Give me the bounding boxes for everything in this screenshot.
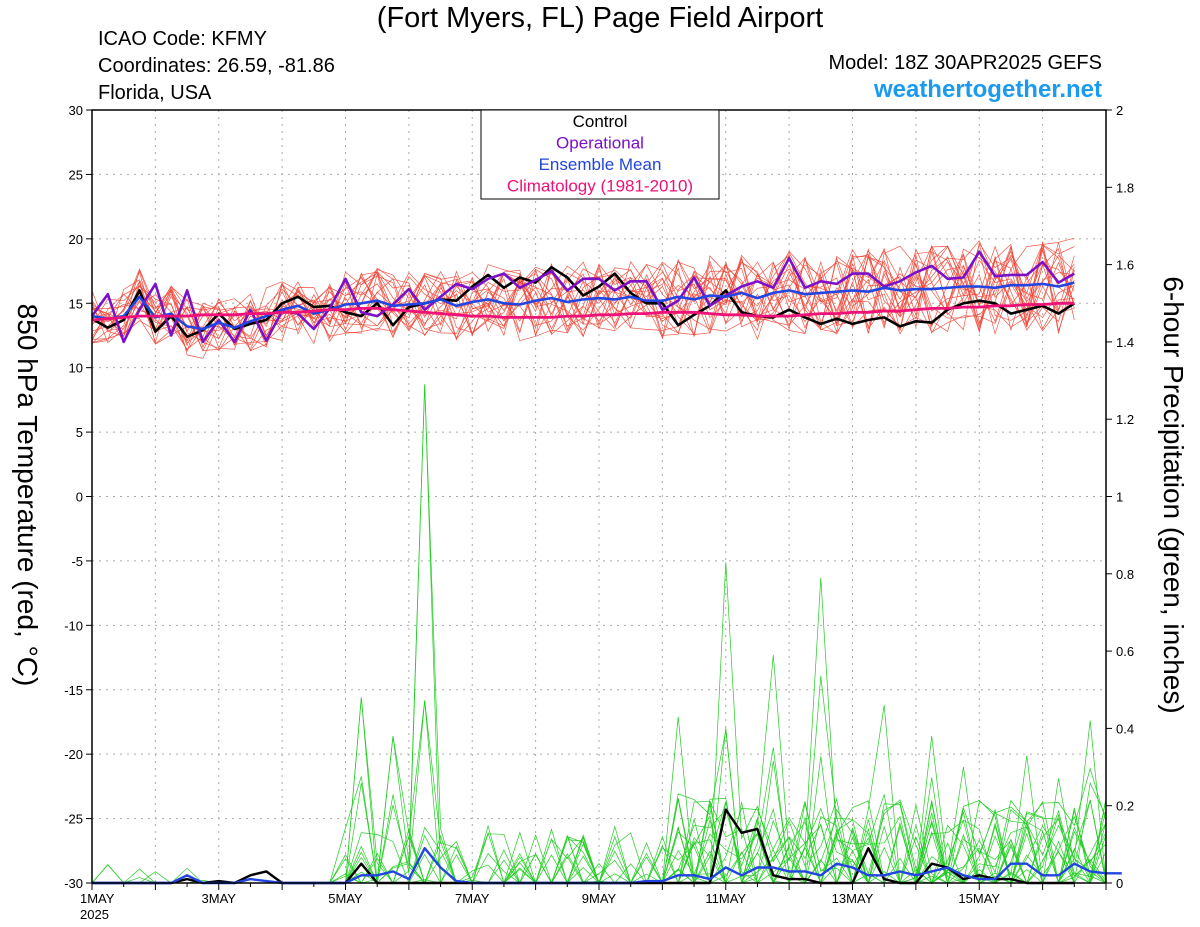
y-tick-label: 0 — [76, 490, 83, 505]
x-tick-label: 5MAY — [328, 891, 363, 906]
y-tick-label: -5 — [71, 554, 83, 569]
y-tick-label-right: 1.8 — [1116, 180, 1134, 195]
legend-box — [480, 109, 720, 200]
precip-member-line — [92, 562, 1107, 885]
y-tick-label: -30 — [64, 876, 83, 891]
y-tick-label-right: 1.4 — [1116, 335, 1134, 350]
y-tick-label-right: 1.6 — [1116, 258, 1134, 273]
y-tick-label: 15 — [69, 296, 83, 311]
x-tick-label: 13MAY — [832, 891, 874, 906]
y-tick-label-right: 0.8 — [1116, 567, 1134, 582]
icao-code: ICAO Code: KFMY — [98, 28, 267, 50]
chart-title: (Fort Myers, FL) Page Field Airport — [376, 2, 824, 34]
y-tick-label-right: 2 — [1116, 103, 1123, 118]
y-tick-label: 25 — [69, 167, 83, 182]
y-tick-label: -10 — [64, 618, 83, 633]
y-tick-label-right: 1.2 — [1116, 412, 1134, 427]
y-tick-label-right: 0.2 — [1116, 799, 1134, 814]
region: Florida, USA — [98, 82, 212, 104]
y-tick-label-right: 0.6 — [1116, 644, 1134, 659]
legend-entry: Control — [573, 112, 628, 131]
y-tick-label: -15 — [64, 683, 83, 698]
x-tick-sublabel: 2025 — [80, 907, 109, 922]
x-tick-label: 3MAY — [202, 891, 237, 906]
precip-member-line — [92, 577, 1107, 885]
x-tick-label: 15MAY — [958, 891, 1000, 906]
temp-member-line — [91, 242, 1075, 341]
x-tick-label: 11MAY — [705, 891, 746, 906]
y-tick-label: 20 — [69, 232, 83, 247]
precip-member-line — [92, 384, 1107, 885]
legend-entry: Climatology (1981-2010) — [507, 177, 693, 196]
coordinates: Coordinates: 26.59, -81.86 — [98, 55, 335, 77]
legend-entry: Operational — [556, 134, 644, 153]
y-tick-label-right: 0.4 — [1116, 721, 1134, 736]
precip-member-line — [92, 384, 1107, 885]
model-run: Model: 18Z 30APR2025 GEFS — [828, 52, 1102, 74]
ensemble-mean-temp-line — [91, 281, 1075, 331]
temp-member-line — [91, 237, 1075, 352]
x-tick-label: 7MAY — [455, 891, 490, 906]
temp-member-line — [91, 241, 1075, 344]
precip-member-line — [92, 705, 1107, 884]
x-tick-label: 9MAY — [582, 891, 617, 906]
y-tick-label: 10 — [69, 361, 83, 376]
y-tick-label-right: 0 — [1116, 876, 1123, 891]
y-tick-label-right: 1 — [1116, 490, 1123, 505]
legend-entry: Ensemble Mean — [539, 155, 662, 174]
x-tick-label: 1MAY — [80, 891, 115, 906]
y-tick-label: -25 — [64, 812, 83, 827]
y-tick-label: 5 — [76, 425, 83, 440]
temp-member-line — [91, 248, 1075, 349]
y-tick-label: 30 — [69, 103, 83, 118]
site-name: weathertogether.net — [873, 76, 1102, 103]
y-tick-label: -20 — [64, 747, 83, 762]
temp-member-line — [91, 248, 1075, 345]
climatology-temp-line — [91, 301, 1075, 322]
